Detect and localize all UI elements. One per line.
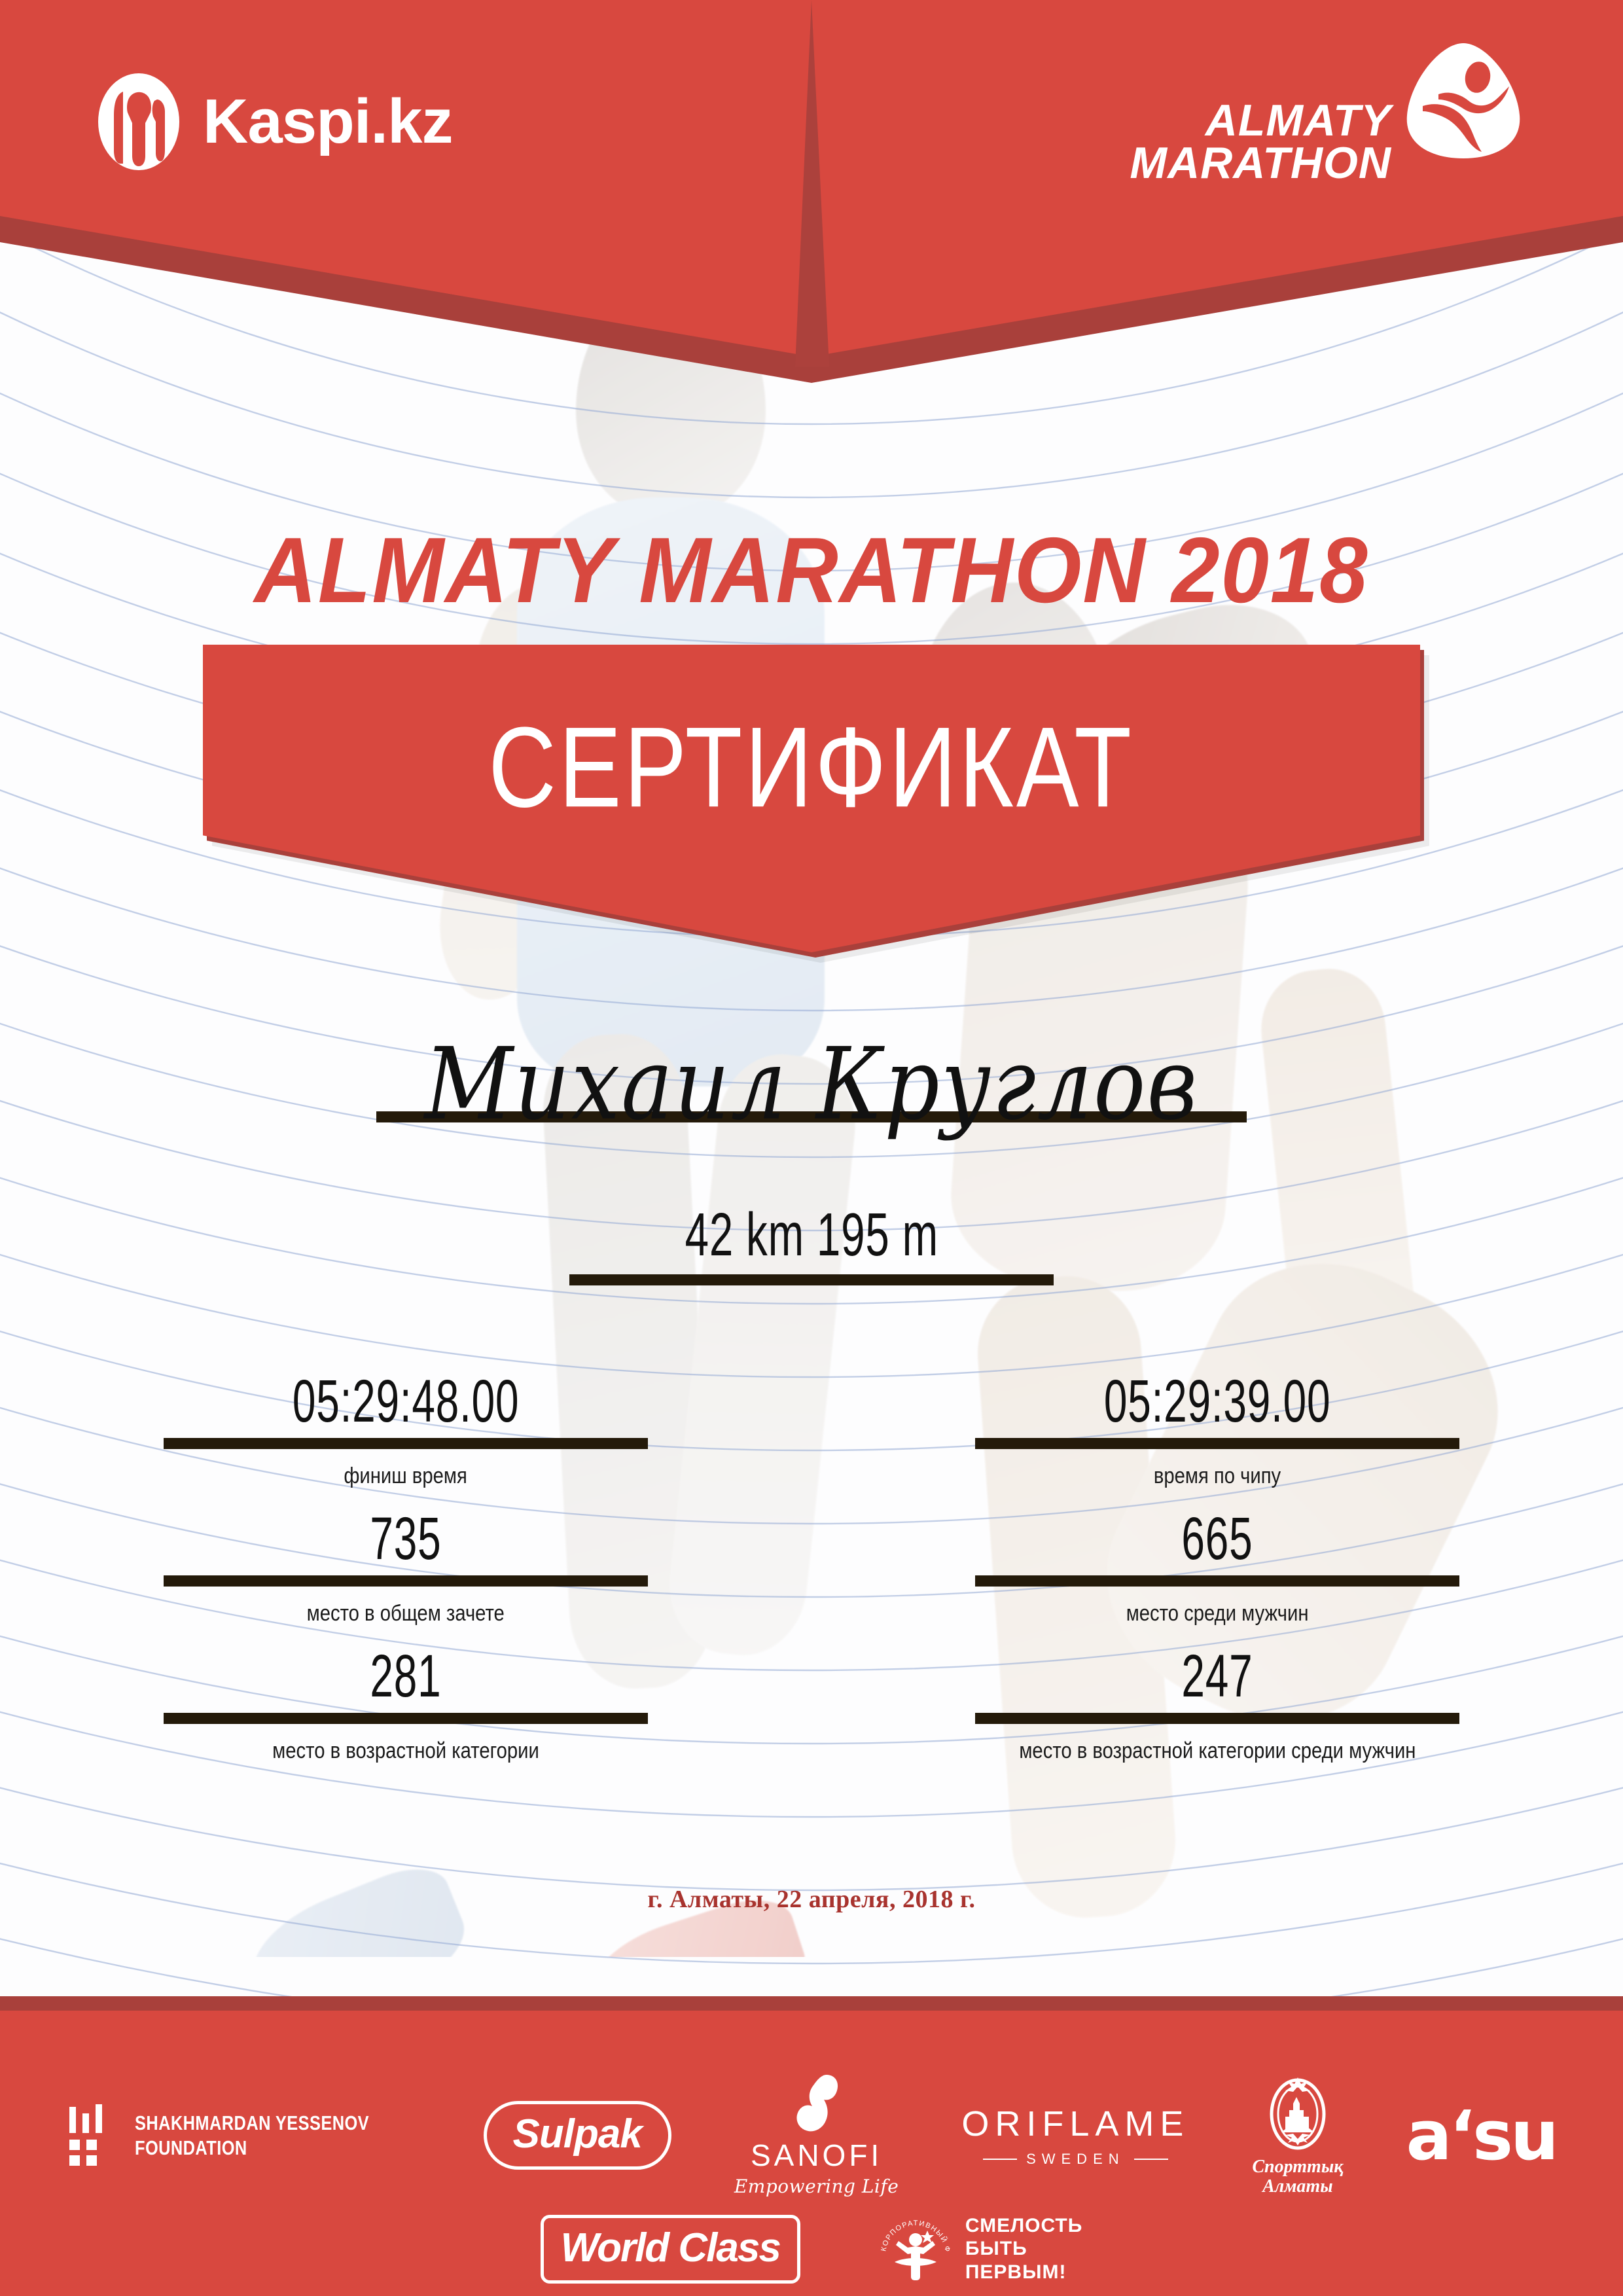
result-value: 665 [1181,1505,1253,1573]
almaty-marathon-logo[interactable]: ALMATY MARATHON [1130,39,1526,185]
kaspi-logo[interactable]: Kaspi.kz [97,72,453,171]
event-title: ALMATY MARATHON 2018 [254,518,1369,622]
results-row: 05:29:48.00 финиш время 05:29:39.00 врем… [0,1368,1623,1489]
result-label: место в возрастной категории [272,1738,539,1763]
smelost-line2: БЫТЬ [965,2238,1027,2260]
kaspi-person-icon [98,73,179,170]
sport-almaty-line1: Спорттық [1252,2157,1344,2178]
sanofi-bird-icon [796,2075,838,2132]
sport-almaty-line2: Алматы [1262,2176,1333,2197]
yessenov-bars-icon [69,2104,102,2166]
smelost-person-icon: КОРПОРАТИВНЫЙ ФОНД [879,2212,950,2280]
sulpak-name: Sulpak [512,2111,643,2157]
result-value: 247 [1181,1643,1253,1710]
sponsor-logo-sport-almaty[interactable]: Спорттық Алматы [1252,2075,1343,2196]
sponsor-logo-world-class[interactable]: World Class [540,2214,800,2284]
sponsor-logo-sanofi[interactable]: SANOFI Empowering Life [734,2073,899,2197]
distance-underline [569,1274,1054,1285]
result-underline [164,1575,648,1587]
result-value: 281 [370,1643,442,1710]
result-underline [975,1713,1459,1724]
sponsor-logo-smelost-byt-pervym[interactable]: КОРПОРАТИВНЫЙ ФОНД СМЕЛОСТЬ БЫТЬ ПЕРВЫМ! [879,2212,1082,2286]
header-banner: Kaspi.kz ALMATY MARATHON [0,0,1623,432]
participant-name: Михаил Круглов [424,1026,1199,1143]
result-label: время по чипу [1153,1463,1281,1488]
sponsor-logo-asu[interactable]: aʻsu [1406,2095,1559,2176]
result-cell-overall-place: 735 место в общем зачете [0,1505,812,1626]
result-label: место среди мужчин [1126,1601,1309,1626]
asu-name: aʻsu [1406,2095,1559,2176]
kaspi-brand-text: Kaspi.kz [203,86,453,156]
result-underline [164,1713,648,1724]
yessenov-line1: SHAKHMARDAN YESSENOV [134,2111,369,2135]
result-cell-age-group-men-place: 247 место в возрастной категории среди м… [812,1643,1623,1764]
result-cell-age-group-place: 281 место в возрастной категории [0,1643,812,1764]
footer-top-strip [0,1996,1623,2011]
distance-field: 42 km 195 m [0,1200,1623,1285]
am-line1: ALMATY [1205,96,1391,145]
sponsor-row-2: World Class КОРПОРАТИВНЫЙ ФОНД СМЕЛОСТЬ [0,2212,1623,2286]
distance-value: 42 km 195 m [685,1200,938,1268]
results-row: 735 место в общем зачете 665 место среди… [0,1505,1623,1626]
result-cell-finish-time: 05:29:48.00 финиш время [0,1368,812,1489]
result-underline [164,1438,648,1449]
date-place-line: г. Алматы, 22 апреля, 2018 г. [647,1886,976,1913]
result-value: 05:29:39.00 [1103,1368,1331,1435]
banner-red-shape: СЕРТИФИКАТ [203,645,1420,952]
sponsors-footer: SHAKHMARDAN YESSENOV FOUNDATION Sulpak S… [0,1996,1623,2296]
results-grid: 05:29:48.00 финиш время 05:29:39.00 врем… [0,1368,1623,1784]
name-underline [376,1111,1247,1122]
result-underline [975,1438,1459,1449]
result-underline [975,1575,1459,1587]
oriflame-name: ORIFLAME [961,2104,1190,2144]
sponsor-logo-oriflame[interactable]: ORIFLAME SWEDEN [961,2104,1189,2168]
almaty-marathon-runner-icon [1406,43,1520,158]
oriflame-sub: SWEDEN [983,2151,1168,2168]
sanofi-name: SANOFI [750,2138,883,2172]
participant-name-field: Михаил Круглов [0,1026,1623,1143]
yessenov-line2: FOUNDATION [134,2136,247,2159]
result-value: 735 [370,1505,442,1573]
results-row: 281 место в возрастной категории 247 мес… [0,1643,1623,1764]
sponsor-row-1: SHAKHMARDAN YESSENOV FOUNDATION Sulpak S… [0,2073,1623,2197]
sponsor-logo-sulpak[interactable]: Sulpak [483,2101,671,2170]
result-cell-men-place: 665 место среди мужчин [812,1505,1623,1626]
banner-title-text: СЕРТИФИКАТ [488,704,1135,832]
certificate-banner: СЕРТИФИКАТ [203,645,1429,963]
world-class-name: World Class [560,2225,781,2270]
result-cell-chip-time: 05:29:39.00 время по чипу [812,1368,1623,1489]
sport-almaty-emblem-icon [1270,2077,1326,2150]
result-label: место в возрастной категории среди мужчи… [1018,1738,1416,1763]
result-label: место в общем зачете [306,1601,505,1626]
sanofi-tagline: Empowering Life [734,2176,899,2197]
result-label: финиш время [344,1463,468,1488]
sponsor-logo-yessenov-foundation[interactable]: SHAKHMARDAN YESSENOV FOUNDATION [67,2104,421,2167]
result-value: 05:29:48.00 [292,1368,520,1435]
smelost-line3: ПЕРВЫМ! [965,2261,1067,2283]
smelost-line1: СМЕЛОСТЬ [965,2214,1083,2236]
am-line2: MARATHON [1130,138,1391,188]
